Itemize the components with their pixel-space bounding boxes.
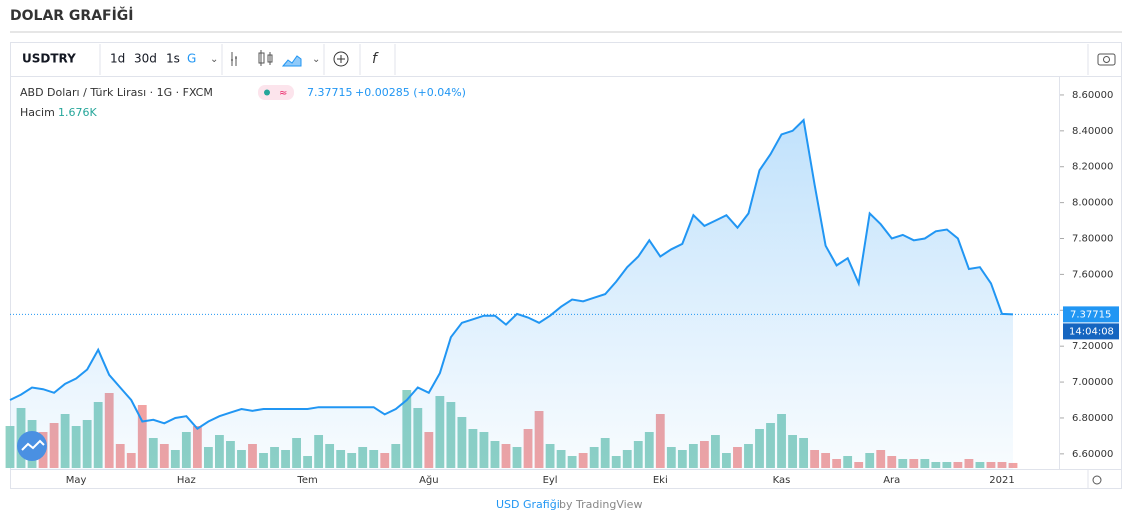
footer-by: by TradingView <box>559 498 642 511</box>
x-tick-label: Eki <box>653 475 668 486</box>
settings-icon[interactable] <box>1092 475 1102 485</box>
y-tick-label: 8.40000 <box>1072 126 1113 137</box>
x-tick-label: Eyl <box>543 475 558 486</box>
candles-icon[interactable] <box>258 50 273 66</box>
symbol[interactable]: USDTRY <box>22 52 76 66</box>
price-area <box>10 120 1013 470</box>
dropdown-arrow[interactable]: ⌄ <box>312 54 320 65</box>
legend-badge-icon: ≈ <box>279 88 287 99</box>
area-icon[interactable] <box>281 55 302 67</box>
plot: 6.600006.800007.000007.200007.400007.600… <box>5 90 1119 486</box>
interval-button[interactable]: 1d <box>110 52 125 66</box>
last-price-label: 7.37715 <box>1070 309 1111 320</box>
page-title: DOLAR GRAFİĞİ <box>10 6 134 24</box>
price-line <box>9 118 1014 431</box>
y-tick-label: 8.60000 <box>1072 90 1113 101</box>
x-tick-label: Ara <box>883 475 900 486</box>
interval-button[interactable]: 1s <box>166 52 180 66</box>
bars-icon[interactable] <box>231 52 237 66</box>
camera-icon[interactable] <box>1097 53 1116 66</box>
x-tick-label: Haz <box>177 475 196 486</box>
camera-lens <box>1103 56 1110 63</box>
last-price-box <box>1063 306 1119 323</box>
interval-button[interactable]: G <box>187 52 196 66</box>
legend-badge <box>258 85 294 100</box>
interval-button[interactable]: 30d <box>134 52 157 66</box>
intervals: 1d 30d 1s G <box>110 52 196 66</box>
dropdown-arrow[interactable]: ⌄ <box>210 54 218 65</box>
logo-mark <box>21 439 45 451</box>
compare-plus <box>337 55 345 63</box>
y-tick-label: 7.80000 <box>1072 234 1113 245</box>
time-label: 14:04:08 <box>1069 326 1114 337</box>
time-box <box>1063 323 1119 340</box>
x-tick-label: May <box>66 475 87 486</box>
y-tick-label: 7.00000 <box>1072 377 1113 388</box>
legend-dot <box>264 89 270 96</box>
indicators-icon[interactable]: f <box>372 51 379 67</box>
y-tick-label: 6.80000 <box>1072 413 1113 424</box>
x-tick-label: Tem <box>296 475 317 486</box>
y-tick-label: 7.60000 <box>1072 269 1113 280</box>
volume-value: 1.676K <box>58 106 97 119</box>
volume-label: Hacim <box>20 106 55 119</box>
x-tick-label: Kas <box>773 475 791 486</box>
compare-icon[interactable] <box>333 51 349 67</box>
footer-link[interactable]: USD Grafiği <box>496 498 560 511</box>
legend-series: ABD Doları / Türk Lirası · 1G · FXCM <box>20 86 213 99</box>
y-tick-label: 8.00000 <box>1072 198 1113 209</box>
y-tick-label: 7.20000 <box>1072 341 1113 352</box>
x-tick-label: 2021 <box>989 475 1014 486</box>
legend-price: 7.37715 <box>307 86 353 99</box>
legend-change: +0.00285 (+0.04%) <box>355 86 466 99</box>
x-tick-label: Ağu <box>419 474 439 486</box>
y-tick-label: 6.60000 <box>1072 449 1113 460</box>
y-tick-label: 8.20000 <box>1072 162 1113 173</box>
